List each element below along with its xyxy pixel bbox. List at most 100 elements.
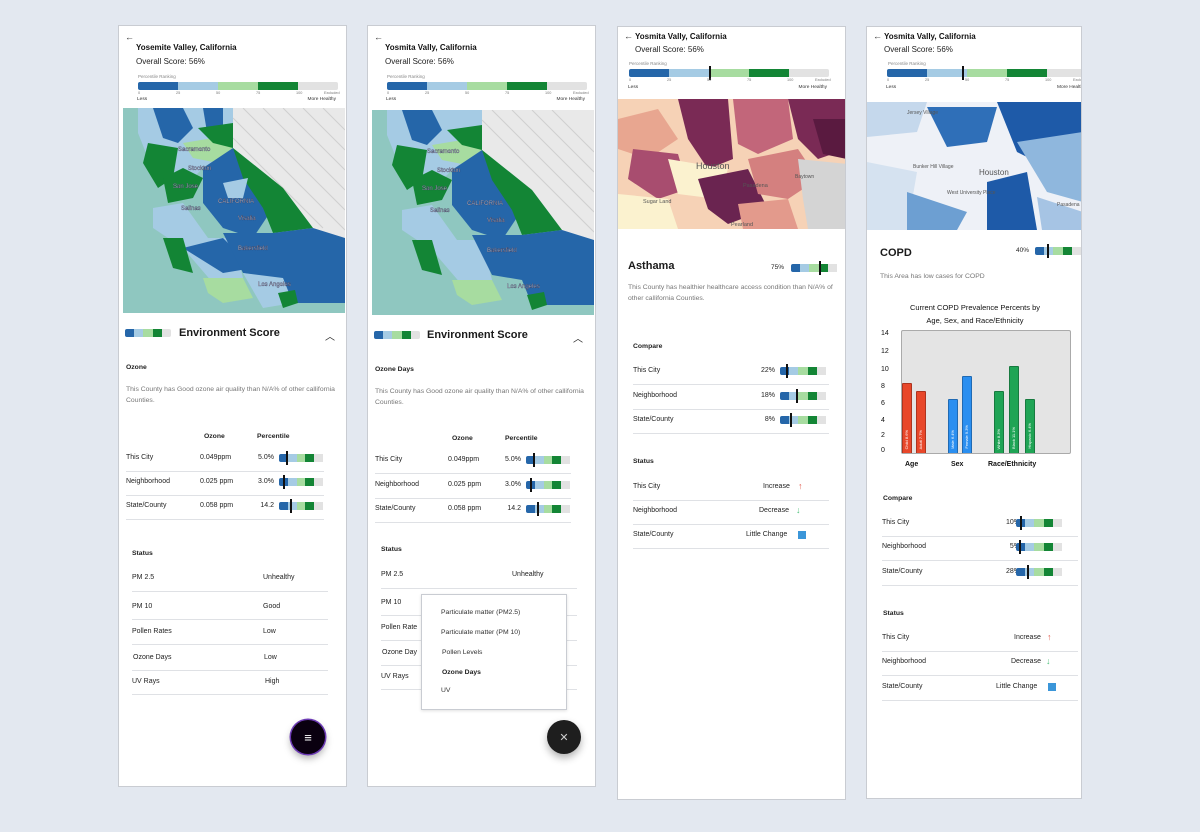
- svg-text:Bakersfield: Bakersfield: [487, 248, 517, 254]
- close-fab-button[interactable]: ✕: [547, 720, 581, 754]
- california-map[interactable]: Sacramento Stockton San Jose CALIFORNIA Visa…: [372, 110, 594, 315]
- menu-item-pollen[interactable]: Pollen Levels: [442, 649, 483, 656]
- menu-item-ozone-days[interactable]: Ozone Days: [442, 669, 481, 676]
- x-group-age: Age: [905, 461, 919, 468]
- svg-text:Salinas: Salinas: [181, 206, 201, 212]
- status-row: State/County Little Change: [882, 677, 1078, 701]
- table-row: Neighborhood 0.025 ppm 3.0%: [375, 475, 571, 499]
- svg-text:Visalia: Visalia: [238, 216, 256, 222]
- bar-black: Black 11.1%: [1009, 366, 1019, 453]
- status-row: Ozone Days Low: [132, 648, 328, 671]
- location-title: Yosmita Vally, California: [635, 32, 727, 41]
- svg-text:Visalia: Visalia: [487, 218, 505, 224]
- svg-text:West University Place: West University Place: [947, 190, 996, 196]
- status-title: Status: [132, 550, 153, 557]
- compare-row: Neighborhood 5%: [882, 537, 1078, 561]
- status-row: PM 2.5 Unhealthy: [381, 565, 577, 589]
- overall-score: Overall Score: 56%: [884, 45, 953, 54]
- menu-fab-button[interactable]: ≡: [291, 720, 325, 754]
- table-row: This City 0.049ppm 5.0%: [126, 448, 324, 472]
- back-arrow-icon[interactable]: ←: [624, 31, 633, 41]
- description: This Area has low cases for COPD: [880, 273, 985, 280]
- location-title: Yosmita Vally, California: [385, 43, 477, 52]
- table-row: State/County 0.058 ppm 14.2: [126, 496, 324, 520]
- square-icon: [798, 531, 806, 539]
- table-row: This City 0.049ppm 5.0%: [375, 450, 571, 474]
- chart-title-line2: Age, Sex, and Race/Ethnicity: [926, 316, 1024, 325]
- menu-item-pm25[interactable]: Particulate matter (PM2.5): [441, 609, 521, 616]
- arrow-up-icon: ↑: [1047, 632, 1052, 642]
- svg-text:Sacramento: Sacramento: [427, 149, 460, 155]
- svg-text:Sacramento: Sacramento: [178, 147, 211, 153]
- screen-asthma: ← Yosmita Vally, California Overall Scor…: [617, 26, 846, 800]
- svg-text:Pasadena: Pasadena: [1057, 202, 1080, 208]
- score-marker: [709, 66, 711, 80]
- percentile-ranking-label: Percentile Ranking: [138, 74, 176, 79]
- close-icon: ✕: [559, 731, 569, 744]
- california-map[interactable]: Sacramento Stockton San Jose CALIFORNIA …: [123, 108, 345, 313]
- percentile-ranking-bar: [887, 69, 1081, 77]
- status-row: UV Rays High: [132, 672, 328, 695]
- menu-item-pm10[interactable]: Particulate matter (PM 10): [441, 629, 521, 636]
- col-header-percentile: Percentile: [505, 435, 538, 442]
- compare-row: Neighborhood 18%: [633, 386, 829, 410]
- status-title: Status: [633, 458, 654, 465]
- menu-item-uv[interactable]: UV: [441, 687, 451, 694]
- section-title: COPD: [880, 247, 912, 259]
- houston-asthma-map[interactable]: Houston Pasadena Sugar Land Pearland Bay…: [618, 99, 845, 229]
- status-row: PM 10 Good: [132, 597, 328, 620]
- screen-environment-ozone: ← Yosemite Valley, California Overall Sc…: [118, 25, 347, 787]
- description: This County has Good ozone air quality t…: [126, 386, 335, 404]
- less-label: Less: [886, 85, 897, 90]
- col-header-percentile: Percentile: [257, 433, 290, 440]
- x-group-race: Race/Ethnicity: [988, 461, 1037, 468]
- compare-row: State/County 28%: [882, 562, 1078, 586]
- col-header-ozone: Ozone: [204, 433, 225, 440]
- bar-male: Male 6.4%: [948, 399, 958, 453]
- chevron-up-icon[interactable]: ︿: [573, 334, 583, 345]
- overall-score: Overall Score: 56%: [136, 57, 205, 66]
- status-title: Status: [883, 610, 904, 617]
- compare-title: Compare: [883, 495, 913, 502]
- environment-score-bar: [374, 331, 421, 339]
- svg-text:Bunker Hill Village: Bunker Hill Village: [913, 164, 954, 170]
- location-title: Yosmita Vally, California: [884, 32, 976, 41]
- chevron-up-icon[interactable]: ︿: [325, 332, 335, 343]
- bar-hispanic: Hispanic 6.4%: [1025, 399, 1035, 453]
- bar-adult: Adult 7.7%: [916, 391, 926, 453]
- score-marker: [962, 66, 964, 80]
- more-healthy-label: More Healthy: [307, 97, 336, 102]
- asthma-score-bar: [791, 261, 838, 275]
- back-arrow-icon[interactable]: ←: [125, 32, 134, 42]
- percentile-ranking-label: Percentile Ranking: [888, 61, 926, 66]
- more-healthy-label: More Healthy: [556, 97, 585, 102]
- chart-title-line1: Current COPD Prevalence Percents by: [909, 303, 1041, 312]
- copd-score-bar: [1035, 244, 1081, 258]
- section-percent: 40%: [1016, 247, 1030, 254]
- compare-row: State/County 8%: [633, 410, 829, 434]
- screen-copd: ← Yosmita Vally, California Overall Scor…: [866, 26, 1082, 799]
- section-title: Asthama: [628, 260, 675, 272]
- compare-row: This City 10%: [882, 513, 1078, 537]
- svg-text:Bakersfield: Bakersfield: [238, 246, 268, 252]
- svg-text:Jersey Village: Jersey Village: [907, 110, 938, 116]
- description: This County has healthier healthcare acc…: [628, 284, 833, 302]
- svg-text:Baytown: Baytown: [795, 174, 814, 180]
- location-title: Yosemite Valley, California: [136, 43, 237, 52]
- svg-text:San Jose: San Jose: [173, 184, 199, 190]
- compare-title: Compare: [633, 343, 663, 350]
- percentile-ranking-label: Percentile Ranking: [629, 61, 667, 66]
- screen-environment-ozone-days-menu: ← Yosmita Vally, California Overall Scor…: [367, 25, 596, 787]
- arrow-down-icon: ↓: [796, 505, 801, 515]
- header: ← Yosmita Vally, California Overall Scor…: [368, 26, 595, 108]
- back-arrow-icon[interactable]: ←: [873, 31, 882, 41]
- back-arrow-icon[interactable]: ←: [374, 32, 383, 42]
- svg-text:Houston: Houston: [696, 161, 730, 171]
- houston-copd-map[interactable]: Jersey Village Bunker Hill Village Houst…: [867, 102, 1081, 230]
- status-row: Neighborhood Decrease ↓: [633, 501, 829, 525]
- copd-bar-chart: Child 8.6% Adult 7.7% Male 6.4% Female 9…: [901, 330, 1071, 454]
- x-group-sex: Sex: [951, 461, 964, 468]
- svg-text:Los Angeles: Los Angeles: [507, 284, 540, 290]
